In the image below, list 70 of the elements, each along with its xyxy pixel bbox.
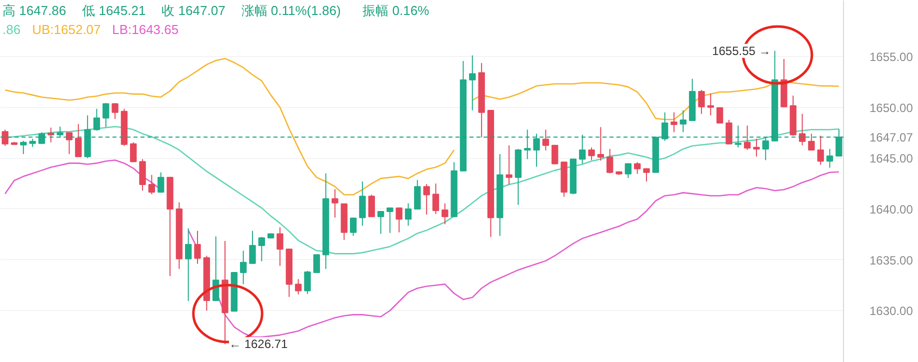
annotation: 低 1645.21 [82, 3, 146, 18]
text: UB:1652.07 [32, 22, 101, 37]
annotation: 振幅 0.16% [362, 3, 430, 18]
candlestick [185, 228, 192, 302]
candlestick [707, 93, 714, 116]
annotation: 1655.55 → [712, 44, 771, 58]
candlestick [304, 270, 311, 294]
candlestick [597, 126, 604, 162]
y-tick-label: 1640.00 [870, 202, 914, 216]
candlestick [2, 129, 8, 146]
candlestick [377, 210, 384, 234]
candlestick [634, 162, 641, 174]
y-tick-label: 1650.00 [870, 100, 914, 115]
text: .86 [2, 22, 21, 37]
y-tick-label: 1635.00 [870, 253, 914, 268]
candlestick [139, 158, 146, 192]
ref-line-label: 1647.07 [870, 130, 914, 145]
candlestick [148, 174, 156, 195]
candlestick [93, 108, 100, 132]
y-tick-label: 1655.00 [870, 50, 914, 64]
candlestick [276, 226, 284, 266]
candlestick [744, 125, 751, 150]
candlestick [240, 250, 247, 285]
candlestick [624, 162, 632, 178]
candlestick [48, 127, 54, 143]
candlestick [386, 206, 394, 234]
candlestick [423, 184, 430, 216]
candlestick [588, 146, 595, 161]
candlestick [469, 54, 476, 111]
candlestick [158, 172, 164, 194]
candlestick [542, 129, 550, 151]
candlestick [368, 194, 375, 218]
candlestick [359, 181, 366, 226]
candlestick [698, 89, 705, 114]
candlestick [350, 217, 357, 236]
annotation: 涨幅 0.11%(1.86) [241, 3, 341, 18]
candlestick [194, 230, 201, 264]
candlestick [726, 119, 732, 145]
candlestick [130, 142, 137, 163]
text: LB:1643.65 [112, 22, 179, 37]
y-tick-label: 1630.00 [870, 304, 914, 318]
candlestick [670, 112, 678, 133]
candlestick [66, 132, 73, 155]
candlestick [432, 183, 440, 215]
candlestick [414, 179, 421, 210]
candlestick [102, 102, 110, 128]
annotation: 收 1647.07 [162, 3, 226, 18]
candlestick [817, 135, 824, 166]
candlestick [20, 140, 27, 155]
candlestick [404, 202, 412, 226]
candlestick [753, 138, 760, 158]
candlestick [258, 236, 265, 262]
candlestick [606, 148, 614, 174]
candlestick [112, 102, 118, 120]
candlestick [808, 133, 815, 151]
candlestick [680, 110, 686, 133]
candlestick [643, 168, 650, 182]
candlestick [294, 278, 302, 295]
annotation: 高 1647.86 [2, 3, 66, 18]
candlestick [396, 206, 402, 233]
candlestick [75, 124, 82, 158]
candlestick [249, 230, 256, 264]
annotation: ← 1626.71 [228, 337, 288, 352]
candlestick [313, 254, 320, 274]
candlestick [332, 188, 338, 218]
candlestick [506, 144, 512, 186]
y-tick-label: 1645.00 [870, 152, 914, 166]
candlestick [826, 148, 834, 168]
candlestick [798, 113, 806, 146]
candlestick [442, 202, 448, 225]
